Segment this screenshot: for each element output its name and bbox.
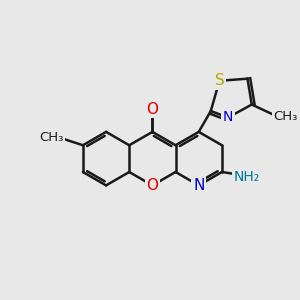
Text: S: S bbox=[214, 73, 224, 88]
Text: NH₂: NH₂ bbox=[234, 170, 260, 184]
Text: O: O bbox=[146, 102, 158, 117]
Text: O: O bbox=[146, 178, 158, 193]
Text: CH₃: CH₃ bbox=[39, 131, 64, 144]
Text: CH₃: CH₃ bbox=[273, 110, 298, 123]
Text: N: N bbox=[193, 178, 204, 193]
Text: N: N bbox=[223, 110, 233, 124]
